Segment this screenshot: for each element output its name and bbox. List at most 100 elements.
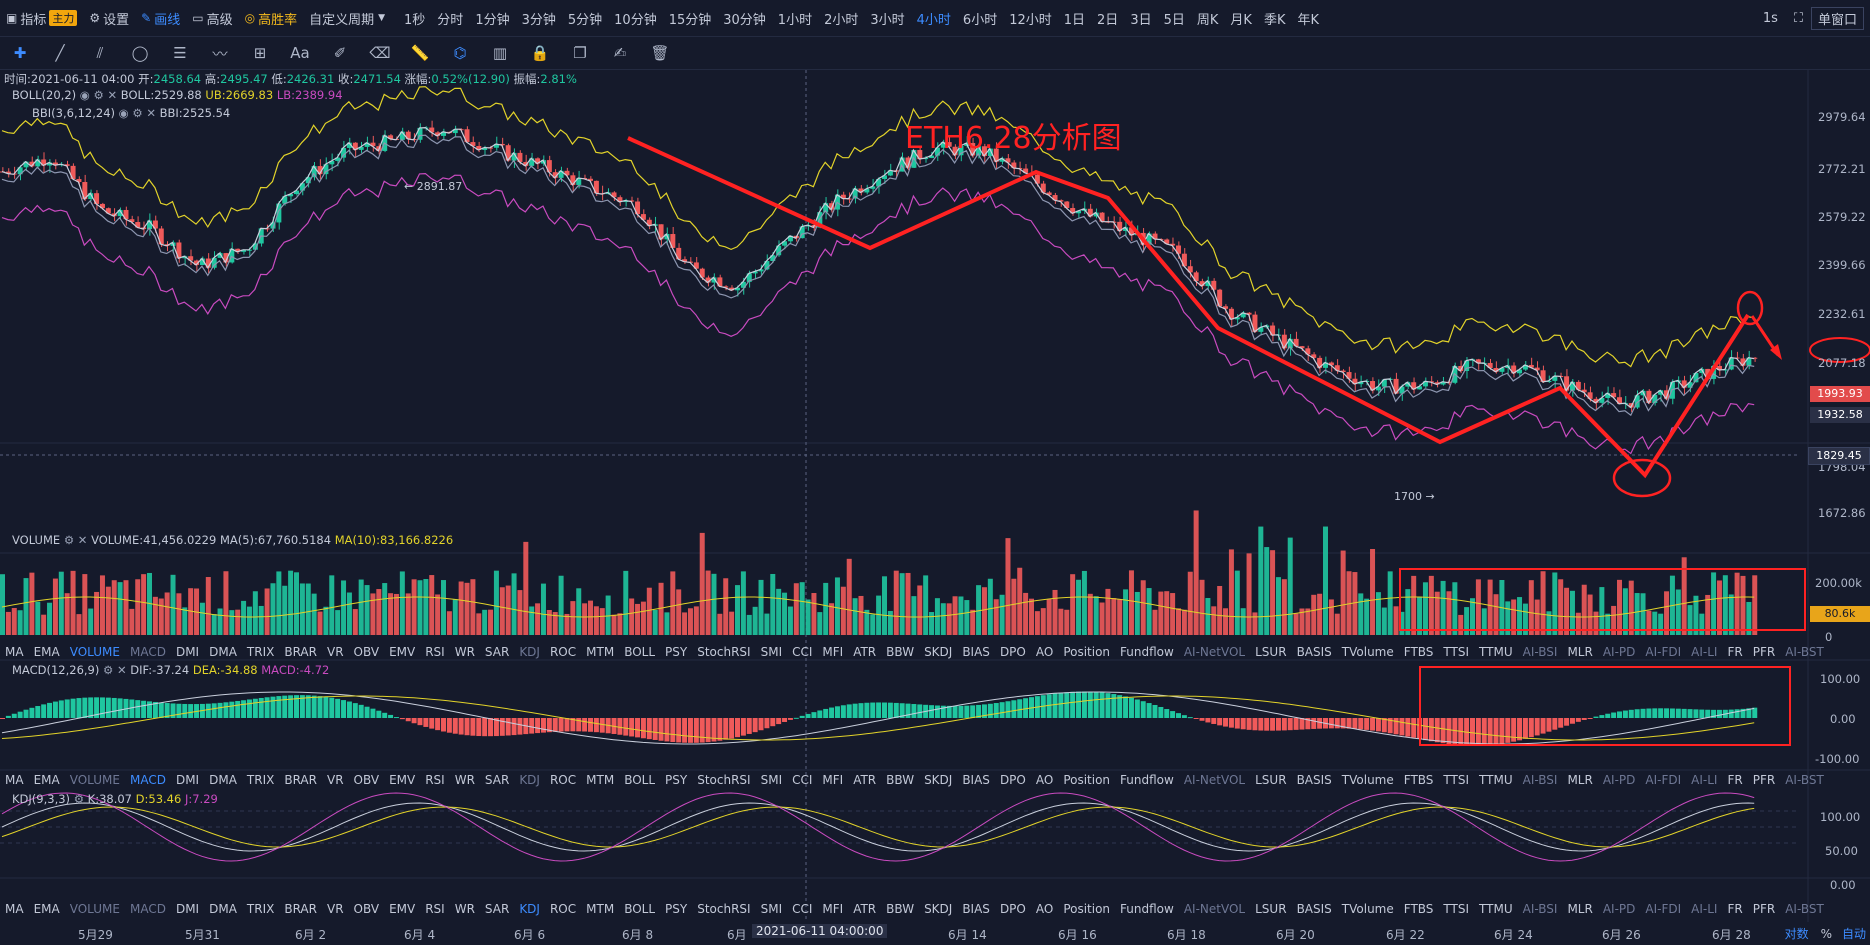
indicator-tab-ma[interactable]: MA xyxy=(5,645,24,659)
indicator-tab-ai-pd[interactable]: AI-PD xyxy=(1602,645,1636,659)
indicator-tab-dma[interactable]: DMA xyxy=(209,902,237,916)
indicator-tab-ao[interactable]: AO xyxy=(1035,773,1054,787)
period-2[interactable]: 1分钟 xyxy=(475,12,510,28)
indicator-tab-cci[interactable]: CCI xyxy=(792,645,813,659)
winrate-button[interactable]: ◎ 高胜率 xyxy=(244,11,298,28)
period-18[interactable]: 周K xyxy=(1196,12,1219,28)
indicator-tab-vr[interactable]: VR xyxy=(326,773,344,787)
indicator-tab-ema[interactable]: EMA xyxy=(33,773,60,787)
indicator-tab-fundflow[interactable]: Fundflow xyxy=(1120,902,1174,916)
indicator-tab-ai-bsi[interactable]: AI-BSI xyxy=(1522,773,1558,787)
indicator-tab-dma[interactable]: DMA xyxy=(209,773,237,787)
indicator-tab-dpo[interactable]: DPO xyxy=(999,773,1026,787)
indicator-tab-position[interactable]: Position xyxy=(1063,773,1111,787)
indicator-tab-wr[interactable]: WR xyxy=(454,645,475,659)
indicator-tab-sar[interactable]: SAR xyxy=(484,902,510,916)
indicator-tab-emv[interactable]: EMV xyxy=(389,773,416,787)
line-icon[interactable]: ╱ xyxy=(55,44,65,62)
period-20[interactable]: 季K xyxy=(1263,12,1286,28)
indicator-tab-fr[interactable]: FR xyxy=(1727,773,1743,787)
eye-icon[interactable]: ◉ xyxy=(118,106,129,120)
indicator-tab-ai-netvol[interactable]: AI-NetVOL xyxy=(1183,902,1246,916)
fullscreen-icon[interactable]: ⛶ xyxy=(1793,10,1803,26)
crosshair-icon[interactable]: ✚ xyxy=(13,44,27,62)
period-9[interactable]: 2小时 xyxy=(824,12,859,28)
indicator-tab-ao[interactable]: AO xyxy=(1035,645,1054,659)
indicator-tab-vr[interactable]: VR xyxy=(326,645,344,659)
advanced-button[interactable]: ▭ 高级 xyxy=(192,11,233,28)
indicator-tab-smi[interactable]: SMI xyxy=(760,902,783,916)
percent-scale-button[interactable]: % xyxy=(1820,926,1832,941)
period-7[interactable]: 30分钟 xyxy=(723,12,766,28)
indicator-tab-brar[interactable]: BRAR xyxy=(284,773,317,787)
indicator-tab-mlr[interactable]: MLR xyxy=(1567,773,1593,787)
indicator-tab-smi[interactable]: SMI xyxy=(760,773,783,787)
gear-icon[interactable]: ⚙ xyxy=(73,792,84,806)
close-icon[interactable]: ✕ xyxy=(116,663,127,677)
indicator-tab-position[interactable]: Position xyxy=(1063,902,1111,916)
indicator-tab-ai-fdi[interactable]: AI-FDI xyxy=(1645,645,1682,659)
indicator-tab-ai-netvol[interactable]: AI-NetVOL xyxy=(1183,773,1246,787)
indicator-tab-bias[interactable]: BIAS xyxy=(962,902,990,916)
indicator-tab-ma[interactable]: MA xyxy=(5,902,24,916)
indicator-tab-lsur[interactable]: LSUR xyxy=(1255,773,1287,787)
indicator-tab-vr[interactable]: VR xyxy=(326,902,344,916)
indicator-tab-fr[interactable]: FR xyxy=(1727,645,1743,659)
gear-icon[interactable]: ⚙ xyxy=(93,88,104,102)
eraser-icon[interactable]: ⌫ xyxy=(369,44,391,62)
indicator-tab-ttmu[interactable]: TTMU xyxy=(1479,773,1513,787)
indicator-tab-ema[interactable]: EMA xyxy=(33,645,60,659)
indicator-tab-sar[interactable]: SAR xyxy=(484,645,510,659)
indicator-tab-obv[interactable]: OBV xyxy=(353,902,380,916)
parallel-icon[interactable]: ⫽ xyxy=(96,44,104,62)
period-3[interactable]: 3分钟 xyxy=(521,12,556,28)
period-21[interactable]: 年K xyxy=(1297,12,1319,28)
indicator-tab-smi[interactable]: SMI xyxy=(760,645,783,659)
magnet-icon[interactable]: ⌬ xyxy=(453,44,467,62)
indicator-tab-ttmu[interactable]: TTMU xyxy=(1479,902,1513,916)
trash-icon[interactable]: 🗑 xyxy=(650,44,670,62)
eye-icon[interactable]: ◉ xyxy=(79,88,90,102)
indicator-tab-bias[interactable]: BIAS xyxy=(962,645,990,659)
indicator-tab-ai-bsi[interactable]: AI-BSI xyxy=(1522,645,1558,659)
kline-chart[interactable]: ← 2891.87 1700 → ETH6.28分析图 xyxy=(0,70,1870,922)
fib-icon[interactable]: ☰ xyxy=(173,44,187,62)
period-10[interactable]: 3小时 xyxy=(870,12,905,28)
indicator-tab-kdj[interactable]: KDJ xyxy=(519,645,540,659)
indicator-tab-lsur[interactable]: LSUR xyxy=(1255,902,1287,916)
window-mode-button[interactable]: 单窗口 xyxy=(1810,6,1864,30)
indicator-tab-ttsi[interactable]: TTSI xyxy=(1443,645,1470,659)
indicator-tab-fr[interactable]: FR xyxy=(1727,902,1743,916)
indicator-tab-trix[interactable]: TRIX xyxy=(246,902,275,916)
indicator-tab-mlr[interactable]: MLR xyxy=(1567,645,1593,659)
indicator-tab-rsi[interactable]: RSI xyxy=(425,773,445,787)
indicator-tab-bbw[interactable]: BBW xyxy=(886,645,915,659)
indicator-tab-ttsi[interactable]: TTSI xyxy=(1443,773,1470,787)
indicator-tab-ai-bsi[interactable]: AI-BSI xyxy=(1522,902,1558,916)
draw-button[interactable]: ✎ 画线 xyxy=(141,11,181,28)
indicator-tab-volume[interactable]: VOLUME xyxy=(69,645,120,659)
period-19[interactable]: 月K xyxy=(1230,12,1252,28)
indicator-tab-ai-netvol[interactable]: AI-NetVOL xyxy=(1183,645,1246,659)
indicator-tab-basis[interactable]: BASIS xyxy=(1296,773,1332,787)
indicator-tab-emv[interactable]: EMV xyxy=(389,645,416,659)
indicator-tab-brar[interactable]: BRAR xyxy=(284,645,317,659)
measure-icon[interactable]: ⊞ xyxy=(253,44,267,62)
indicator-tab-brar[interactable]: BRAR xyxy=(284,902,317,916)
indicator-tab-dmi[interactable]: DMI xyxy=(175,902,200,916)
indicator-tab-ao[interactable]: AO xyxy=(1035,902,1054,916)
log-scale-button[interactable]: 对数 xyxy=(1784,927,1809,941)
indicator-tab-dpo[interactable]: DPO xyxy=(999,645,1026,659)
indicator-tab-ai-fdi[interactable]: AI-FDI xyxy=(1645,902,1682,916)
period-13[interactable]: 12小时 xyxy=(1009,12,1052,28)
circle-icon[interactable]: ◯ xyxy=(131,44,149,62)
indicator-tab-atr[interactable]: ATR xyxy=(853,773,877,787)
indicator-tab-wr[interactable]: WR xyxy=(454,773,475,787)
indicator-tab-mfi[interactable]: MFI xyxy=(822,645,844,659)
indicator-tab-wr[interactable]: WR xyxy=(454,902,475,916)
indicator-tab-basis[interactable]: BASIS xyxy=(1296,902,1332,916)
indicator-tab-macd[interactable]: MACD xyxy=(129,902,166,916)
indicator-tab-tvolume[interactable]: TVolume xyxy=(1341,902,1394,916)
custom-period-dropdown[interactable]: 自定义周期 ▼ xyxy=(309,12,386,28)
indicator-tab-tvolume[interactable]: TVolume xyxy=(1341,773,1394,787)
